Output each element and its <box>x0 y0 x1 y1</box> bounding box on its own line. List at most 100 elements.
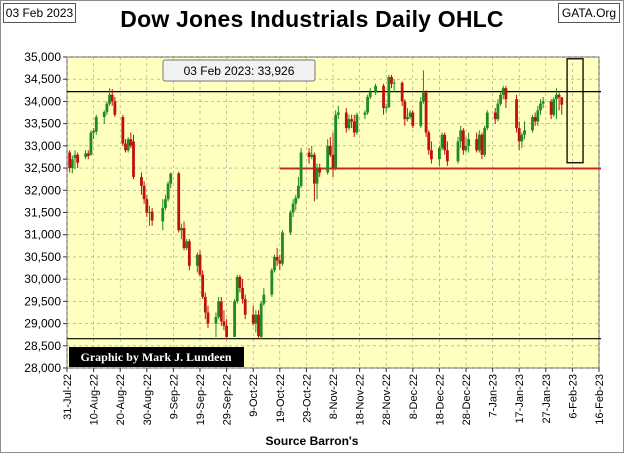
ohlc-bar <box>238 274 242 293</box>
ohlc-body <box>259 303 263 337</box>
ohlc-body <box>73 154 77 159</box>
ohlc-bar <box>336 105 340 120</box>
ohlc-bar <box>203 292 207 320</box>
ohlc-body <box>278 260 282 264</box>
x-tick-label: 28-Nov-22 <box>381 374 393 425</box>
ohlc-bar <box>312 152 316 202</box>
ohlc-body <box>336 112 340 115</box>
ohlc-bar <box>113 96 117 117</box>
ohlc-bar <box>84 150 88 160</box>
ohlc-body <box>185 241 189 249</box>
last-close-box <box>162 59 316 82</box>
ohlc-body <box>483 128 487 155</box>
x-tick-label: 29-Sep-22 <box>222 374 234 425</box>
ohlc-bar <box>424 90 428 137</box>
ohlc-bar <box>262 288 266 306</box>
last-close-callout: 03 Feb 2023: 33,926 <box>162 59 316 82</box>
x-tick-label: 9-Oct-22 <box>248 374 260 417</box>
ohlc-body <box>182 228 186 249</box>
source-tag: GATA.Org <box>558 3 620 23</box>
ohlc-bar <box>480 132 484 160</box>
ohlc-bar <box>461 128 465 155</box>
x-tick-label: 7-Jan-23 <box>488 374 500 417</box>
ohlc-body <box>142 185 146 200</box>
ohlc-bar <box>179 223 183 240</box>
ohlc-bar <box>352 114 356 137</box>
ohlc-body <box>374 85 377 93</box>
ohlc-body <box>203 296 207 313</box>
ohlc-bar <box>368 88 372 100</box>
ohlc-body <box>129 139 133 146</box>
ohlc-bar <box>110 88 114 106</box>
ohlc-body <box>517 128 521 142</box>
x-tick-label: 16-Feb-23 <box>594 374 606 425</box>
ohlc-body <box>382 85 385 109</box>
credit-box: Graphic by Mark J. Lundeen <box>69 347 244 367</box>
ohlc-bar <box>408 110 412 120</box>
ohlc-body <box>390 76 393 84</box>
ohlc-bar <box>259 301 263 340</box>
ohlc-bar <box>355 112 359 135</box>
ohlc-bar <box>195 252 199 273</box>
ohlc-bar <box>140 172 143 195</box>
ohlc-bar <box>517 121 521 151</box>
ohlc-body <box>387 76 391 108</box>
ohlc-bar <box>187 239 191 271</box>
x-tick-label: 8-Dec-22 <box>408 374 420 419</box>
ohlc-bar <box>326 139 330 175</box>
ohlc-body <box>496 103 500 120</box>
ohlc-bar <box>225 319 228 340</box>
ohlc-bar <box>169 172 173 189</box>
ohlc-body <box>485 112 489 129</box>
ohlc-body <box>504 88 508 100</box>
ohlc-body <box>480 134 484 155</box>
ohlc-body <box>555 94 558 100</box>
ohlc-body <box>515 99 518 129</box>
ohlc-body <box>105 103 109 113</box>
ohlc-bar <box>166 181 170 202</box>
ohlc-body <box>499 94 502 104</box>
ohlc-bar <box>374 83 377 95</box>
ohlc-body <box>557 94 561 98</box>
ohlc-body <box>523 130 526 135</box>
x-tick-label: 27-Jan-23 <box>541 374 553 424</box>
x-tick-label: 9-Sep-22 <box>168 374 180 419</box>
ohlc-bar <box>555 88 558 120</box>
y-tick-label: 31,500 <box>24 206 61 220</box>
ohlc-bar <box>443 132 447 155</box>
y-tick-label: 28,500 <box>24 339 61 353</box>
ohlc-body <box>384 107 388 109</box>
x-tick-label: 8-Nov-22 <box>328 374 340 419</box>
ohlc-body <box>456 141 460 162</box>
x-tick-label: 29-Oct-22 <box>301 374 313 423</box>
ohlc-body <box>533 116 537 122</box>
ohlc-body <box>552 99 556 115</box>
ohlc-body <box>140 176 143 186</box>
ohlc-bar <box>344 108 348 133</box>
y-tick-label: 34,500 <box>24 72 61 86</box>
ohlc-body <box>148 212 151 214</box>
ohlc-bar <box>520 132 524 149</box>
y-tick-label: 28,000 <box>24 361 61 375</box>
ohlc-bar <box>504 85 508 109</box>
ohlc-bar <box>251 305 255 326</box>
ohlc-body <box>363 112 367 115</box>
y-tick-label: 32,500 <box>24 161 61 175</box>
ohlc-body <box>536 110 540 122</box>
ohlc-body <box>467 139 471 146</box>
ohlc-body <box>150 211 154 221</box>
ohlc-bar <box>289 210 292 235</box>
ohlc-bar <box>182 221 186 251</box>
ohlc-body <box>315 168 319 184</box>
x-tick-label: 19-Sep-22 <box>195 374 207 425</box>
ohlc-bar <box>222 310 226 331</box>
ohlc-bar <box>273 254 276 273</box>
ohlc-body <box>195 254 199 266</box>
ohlc-bar <box>254 310 258 333</box>
chart-title: Dow Jones Industrials Daily OHLC <box>120 6 504 32</box>
ohlc-body <box>102 112 106 117</box>
y-tick-label: 31,000 <box>24 228 61 242</box>
ohlc-body <box>427 132 431 151</box>
ohlc-body <box>459 130 463 142</box>
ohlc-bar <box>217 296 221 320</box>
